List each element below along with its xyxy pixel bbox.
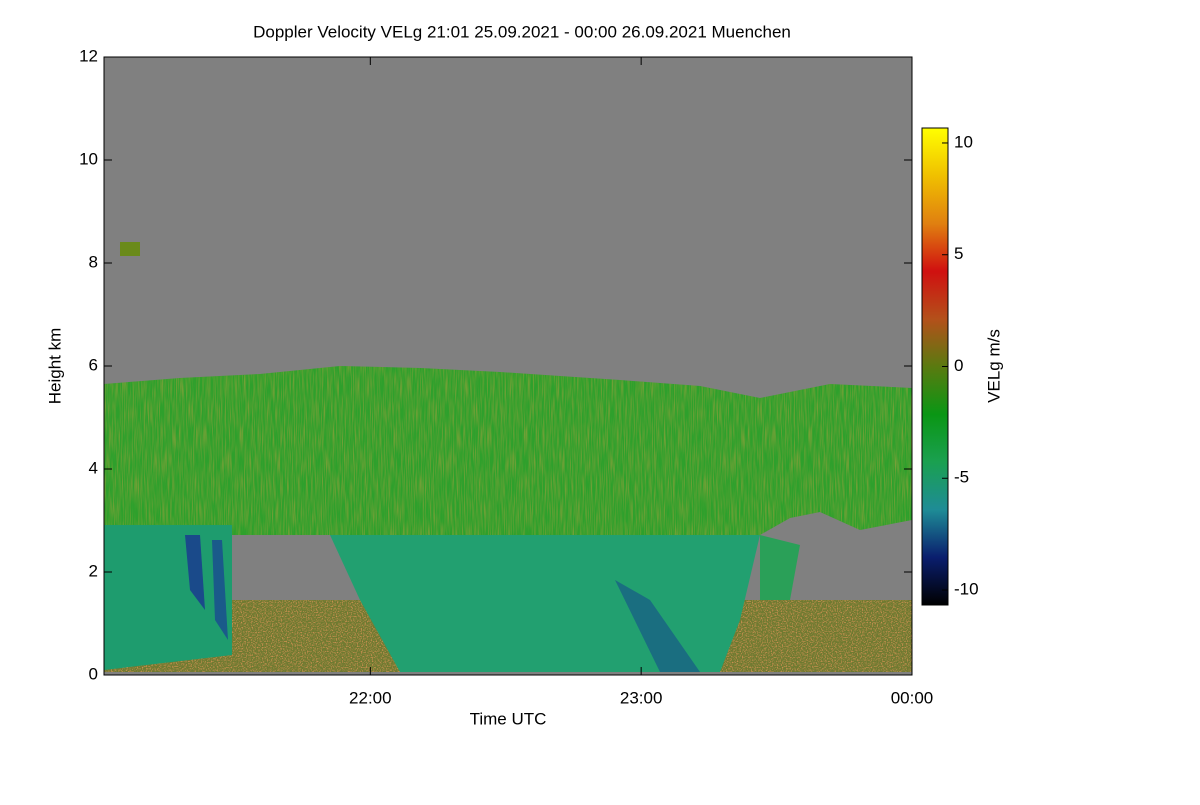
y-tick-label: 2 xyxy=(89,561,98,580)
y-axis-label: Height km xyxy=(45,328,64,405)
y-tick-label: 6 xyxy=(89,355,98,374)
y-tick-label: 0 xyxy=(89,664,98,683)
colorbar-tick-label: -10 xyxy=(954,580,979,599)
colorbar-label: VELg m/s xyxy=(984,329,1003,403)
x-axis-label: Time UTC xyxy=(470,709,547,728)
y-tick-label: 12 xyxy=(79,46,98,65)
velocity-field xyxy=(104,57,912,675)
x-tick-label: 22:00 xyxy=(349,688,392,707)
colorbar-tick-label: 10 xyxy=(954,132,973,151)
y-tick-label: 4 xyxy=(89,458,98,477)
colorbar-tick-label: 5 xyxy=(954,244,963,263)
x-tick-label: 00:00 xyxy=(891,688,934,707)
colorbar-tick-label: -5 xyxy=(954,468,969,487)
x-tick-label: 23:00 xyxy=(620,688,663,707)
y-tick-label: 8 xyxy=(89,252,98,271)
chart-title: Doppler Velocity VELg 21:01 25.09.2021 -… xyxy=(253,22,791,41)
y-tick-label: 10 xyxy=(79,149,98,168)
colorbar-tick-label: 0 xyxy=(954,356,963,375)
